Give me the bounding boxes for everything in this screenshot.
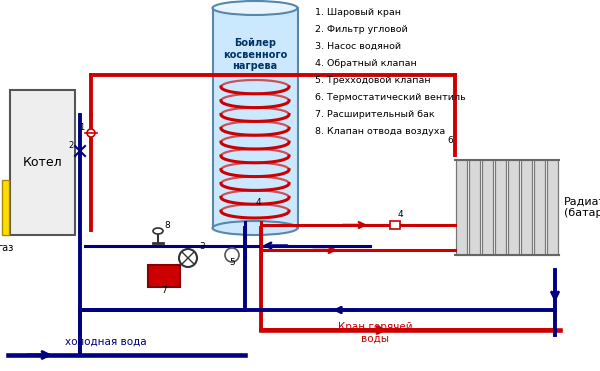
Ellipse shape xyxy=(212,1,298,15)
Text: 2: 2 xyxy=(68,141,73,150)
Text: Радиатор
(батарея): Радиатор (батарея) xyxy=(564,197,600,218)
Text: Котел: Котел xyxy=(23,156,62,169)
Bar xyxy=(547,160,558,255)
Bar xyxy=(469,160,480,255)
Text: Бойлер
косвенного
нагрева: Бойлер косвенного нагрева xyxy=(223,38,287,71)
Text: 1: 1 xyxy=(79,123,84,132)
Text: 3: 3 xyxy=(199,242,205,251)
Text: 5: 5 xyxy=(229,258,235,267)
Text: 8. Клапан отвода воздуха: 8. Клапан отвода воздуха xyxy=(315,127,445,136)
Bar xyxy=(148,265,180,287)
Text: 4: 4 xyxy=(256,198,262,207)
Bar xyxy=(482,160,493,255)
Text: холодная вода: холодная вода xyxy=(65,337,146,347)
Text: 5. Трехходовой клапан: 5. Трехходовой клапан xyxy=(315,76,431,85)
Text: 6. Термостатический вентиль: 6. Термостатический вентиль xyxy=(315,93,466,102)
Circle shape xyxy=(87,129,95,137)
Bar xyxy=(390,221,400,229)
Ellipse shape xyxy=(212,221,298,235)
Text: 6: 6 xyxy=(447,136,453,145)
Bar xyxy=(521,160,532,255)
Bar xyxy=(534,160,545,255)
Text: Кран горячей
воды: Кран горячей воды xyxy=(338,322,412,344)
Bar xyxy=(508,160,519,255)
Text: 4. Обратный клапан: 4. Обратный клапан xyxy=(315,59,417,68)
Text: 8: 8 xyxy=(164,221,170,230)
Bar xyxy=(495,160,506,255)
Text: 1. Шаровый кран: 1. Шаровый кран xyxy=(315,8,401,17)
Polygon shape xyxy=(212,8,298,228)
Bar xyxy=(2,180,9,235)
Text: 4: 4 xyxy=(398,210,404,219)
Text: 3. Насос водяной: 3. Насос водяной xyxy=(315,42,401,51)
Polygon shape xyxy=(10,90,75,235)
Bar xyxy=(456,160,467,255)
Circle shape xyxy=(225,248,239,262)
Circle shape xyxy=(179,249,197,267)
Text: 7. Расширительный бак: 7. Расширительный бак xyxy=(315,110,434,119)
Text: газ: газ xyxy=(0,243,14,253)
Text: 2. Фильтр угловой: 2. Фильтр угловой xyxy=(315,25,408,34)
Text: 7: 7 xyxy=(161,286,167,295)
Ellipse shape xyxy=(153,228,163,234)
